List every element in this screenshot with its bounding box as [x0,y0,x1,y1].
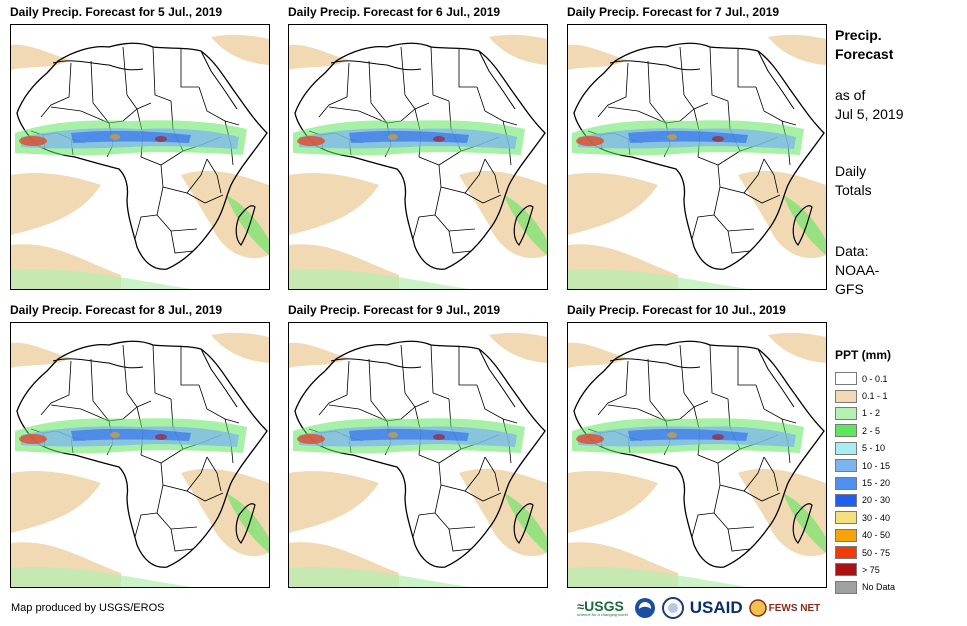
legend: PPT (mm) 0 - 0.1 0.1 - 1 1 - 2 2 - 5 5 - 10 1… [835,348,895,596]
legend-label: 30 - 40 [862,512,891,523]
legend-label: 20 - 30 [862,495,891,506]
legend-item: No Data [835,579,895,596]
legend-item: 0.1 - 1 [835,387,895,404]
panel-title: Daily Precip. Forecast for 5 Jul., 2019 [10,5,223,19]
legend-item: 5 - 10 [835,440,895,457]
precip-map [10,24,270,290]
noaa-logo [634,597,656,619]
precip-map [288,24,548,290]
legend-swatch [835,580,857,594]
legend-swatch [835,493,857,507]
forecast-panel-4: Daily Precip. Forecast for 8 Jul., 2019 [10,303,270,588]
legend-item: > 75 [835,561,895,578]
usgs-logo: ≈USGS science for a changing world [577,598,628,617]
forecast-panel-1: Daily Precip. Forecast for 5 Jul., 2019 [10,5,270,290]
legend-item: 1 - 2 [835,405,895,422]
legend-item: 15 - 20 [835,474,895,491]
usaid-logo: USAID [689,598,743,617]
forecast-panel-5: Daily Precip. Forecast for 9 Jul., 2019 [288,303,548,588]
legend-label: 50 - 75 [862,547,891,558]
legend-swatch [835,563,857,577]
legend-swatch [835,511,857,525]
legend-title: PPT (mm) [835,348,892,362]
legend-item: 2 - 5 [835,422,895,439]
legend-swatch [835,476,857,490]
legend-swatch [835,389,857,403]
data-line-3: GFS [835,281,864,297]
precip-map [567,24,827,290]
forecast-panel-6: Daily Precip. Forecast for 10 Jul., 2019 [567,303,827,588]
forecast-title: Precip. Forecast [835,26,893,64]
title-line-2: Forecast [835,46,894,62]
daily-line-2: Totals [835,182,872,198]
credit-text: Map produced by USGS/EROS [11,602,165,614]
legend-label: 2 - 5 [862,425,881,436]
legend-swatch [835,406,857,420]
forecast-panel-2: Daily Precip. Forecast for 6 Jul., 2019 [288,5,548,290]
logo-strip: ≈USGS science for a changing world USAID… [577,594,820,622]
panel-title: Daily Precip. Forecast for 9 Jul., 2019 [288,303,501,317]
legend-item: 0 - 0.1 [835,370,895,387]
panel-title: Daily Precip. Forecast for 8 Jul., 2019 [10,303,223,317]
panel-title: Daily Precip. Forecast for 10 Jul., 2019 [567,303,786,317]
legend-swatch [835,459,857,473]
data-source: Data: NOAA- GFS [835,242,879,299]
legend-swatch [835,372,857,386]
legend-item: 50 - 75 [835,544,895,561]
panel-title: Daily Precip. Forecast for 6 Jul., 2019 [288,5,501,19]
as-of-line-2: Jul 5, 2019 [835,106,904,122]
legend-label: 10 - 15 [862,460,891,471]
panel-title: Daily Precip. Forecast for 7 Jul., 2019 [567,5,780,19]
precip-map [288,322,548,588]
forecast-panel-3: Daily Precip. Forecast for 7 Jul., 2019 [567,5,827,290]
as-of-date: as of Jul 5, 2019 [835,86,904,124]
as-of-line-1: as of [835,87,866,103]
daily-line-1: Daily [835,163,867,179]
legend-swatch [835,424,857,438]
legend-label: No Data [862,582,896,593]
legend-item: 40 - 50 [835,527,895,544]
precip-map [567,322,827,588]
precip-map [10,322,270,588]
legend-item: 20 - 30 [835,492,895,509]
legend-label: > 75 [862,564,880,575]
legend-label: 5 - 10 [862,443,886,454]
legend-label: 15 - 20 [862,478,891,489]
title-line-1: Precip. [835,27,882,43]
dos-seal-logo [661,597,684,619]
fewsnet-logo: FEWS NET [748,599,820,617]
daily-totals: Daily Totals [835,162,872,200]
legend-label: 1 - 2 [862,408,881,419]
legend-swatch [835,528,857,542]
data-line-1: Data: [835,243,869,259]
legend-rows: 0 - 0.1 0.1 - 1 1 - 2 2 - 5 5 - 10 10 - 15 15 … [835,370,895,596]
legend-swatch [835,546,857,560]
legend-label: 40 - 50 [862,530,891,541]
legend-item: 10 - 15 [835,457,895,474]
legend-item: 30 - 40 [835,509,895,526]
legend-label: 0 - 0.1 [862,373,888,384]
legend-label: 0.1 - 1 [862,391,888,402]
data-line-2: NOAA- [835,262,880,278]
legend-swatch [835,441,857,455]
